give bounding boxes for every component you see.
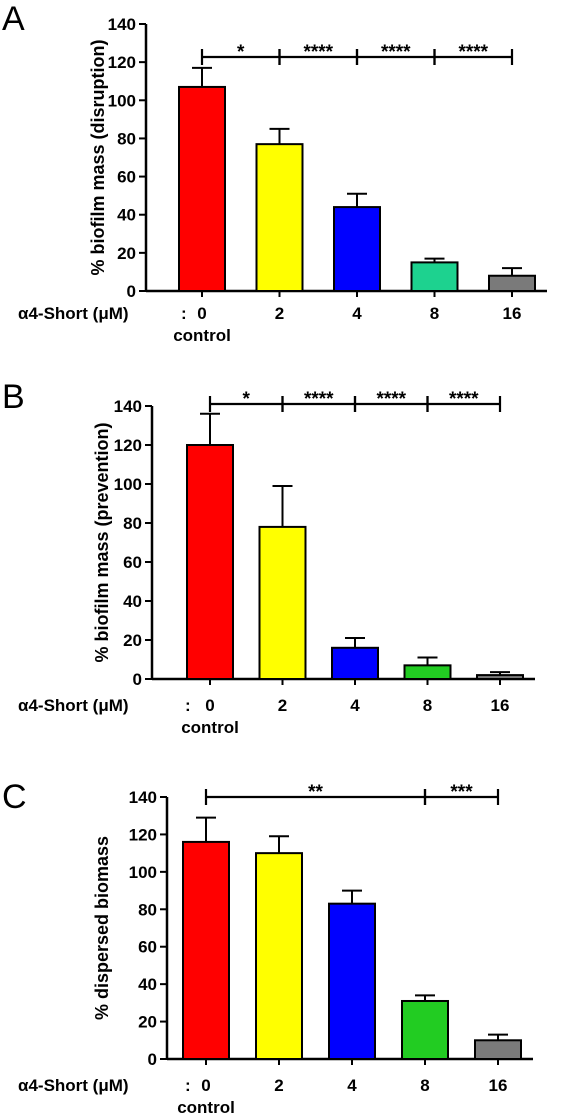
bar	[476, 674, 524, 680]
y-tick-label: 0	[127, 282, 136, 301]
significance-label: ***	[450, 782, 473, 803]
bar	[178, 85, 226, 292]
significance-label: ****	[458, 42, 488, 63]
panel-letter: C	[2, 778, 27, 816]
x-tick-label: 4	[347, 1076, 357, 1095]
y-tick-label: 20	[123, 631, 142, 650]
x-tick-label: 2	[278, 696, 287, 715]
bar	[401, 999, 449, 1061]
y-tick-label: 20	[138, 1013, 157, 1032]
bar	[186, 444, 234, 680]
y-tick-label: 40	[138, 975, 157, 994]
y-axis-title: % biofilm mass (prevention)	[92, 422, 112, 662]
bar	[331, 646, 379, 680]
x-tick-label: 4	[350, 696, 360, 715]
x-tick-label: 16	[491, 696, 510, 715]
y-tick-label: 40	[117, 206, 136, 225]
y-tick-label: 80	[123, 514, 142, 533]
bar	[410, 261, 459, 292]
x-axis-colon: :	[181, 304, 187, 323]
x-axis-colon: :	[185, 696, 191, 715]
x-tick-label: 2	[275, 304, 284, 323]
y-axis-title: % dispersed biomass	[92, 836, 112, 1020]
bar	[255, 852, 303, 1061]
bar	[474, 1039, 522, 1061]
y-tick-label: 60	[117, 168, 136, 187]
y-tick-label: 20	[117, 244, 136, 263]
y-tick-label: 100	[129, 863, 157, 882]
y-axis-title: % biofilm mass (disruption)	[88, 39, 108, 275]
x-tick-label: 16	[489, 1076, 508, 1095]
y-tick-label: 60	[138, 938, 157, 957]
x-tick-label: 2	[274, 1076, 283, 1095]
y-tick-label: 80	[117, 129, 136, 148]
bar	[255, 143, 304, 292]
bar	[328, 902, 376, 1061]
y-tick-label: 100	[108, 91, 136, 110]
y-tick-label: 0	[133, 670, 142, 689]
bar	[403, 664, 452, 680]
significance-label: *	[237, 42, 245, 63]
x-axis-title: α4-Short (μM)	[18, 1076, 129, 1095]
y-tick-label: 0	[148, 1050, 157, 1069]
significance-label: ****	[381, 42, 411, 63]
panel-letter: A	[2, 0, 25, 38]
bar	[488, 274, 536, 293]
x-sublabel: control	[173, 326, 231, 345]
x-axis-title: α4-Short (μM)	[18, 304, 129, 323]
significance-label: ****	[304, 389, 334, 410]
significance-label: *	[243, 389, 251, 410]
significance-label: ****	[376, 389, 406, 410]
y-tick-label: 80	[138, 900, 157, 919]
significance-label: **	[308, 782, 323, 803]
y-tick-label: 120	[129, 825, 157, 844]
x-tick-label: 0	[197, 304, 206, 323]
bar	[182, 840, 230, 1061]
x-sublabel: control	[181, 718, 239, 737]
significance-label: ****	[449, 389, 479, 410]
y-tick-label: 140	[108, 15, 136, 34]
x-sublabel: control	[177, 1098, 235, 1117]
x-axis-title: α4-Short (μM)	[18, 696, 129, 715]
y-tick-label: 140	[114, 397, 142, 416]
y-tick-label: 120	[108, 53, 136, 72]
y-tick-label: 120	[114, 436, 142, 455]
x-tick-label: 8	[430, 304, 439, 323]
y-tick-label: 140	[129, 788, 157, 807]
x-tick-label: 0	[205, 696, 214, 715]
x-tick-label: 4	[352, 304, 362, 323]
x-tick-label: 8	[420, 1076, 429, 1095]
panel-letter: B	[2, 378, 25, 416]
bar	[258, 525, 307, 681]
x-tick-label: 16	[503, 304, 522, 323]
y-tick-label: 40	[123, 592, 142, 611]
significance-label: ****	[303, 42, 333, 63]
panel-c: C 0 20 40 60 80 100 120 140 % dispersed biomass 0 2…	[2, 778, 533, 1117]
x-axis-colon: :	[185, 1076, 191, 1095]
y-tick-label: 100	[114, 475, 142, 494]
x-tick-label: 8	[423, 696, 432, 715]
bar	[333, 206, 381, 292]
x-tick-label: 0	[201, 1076, 210, 1095]
y-tick-label: 60	[123, 553, 142, 572]
